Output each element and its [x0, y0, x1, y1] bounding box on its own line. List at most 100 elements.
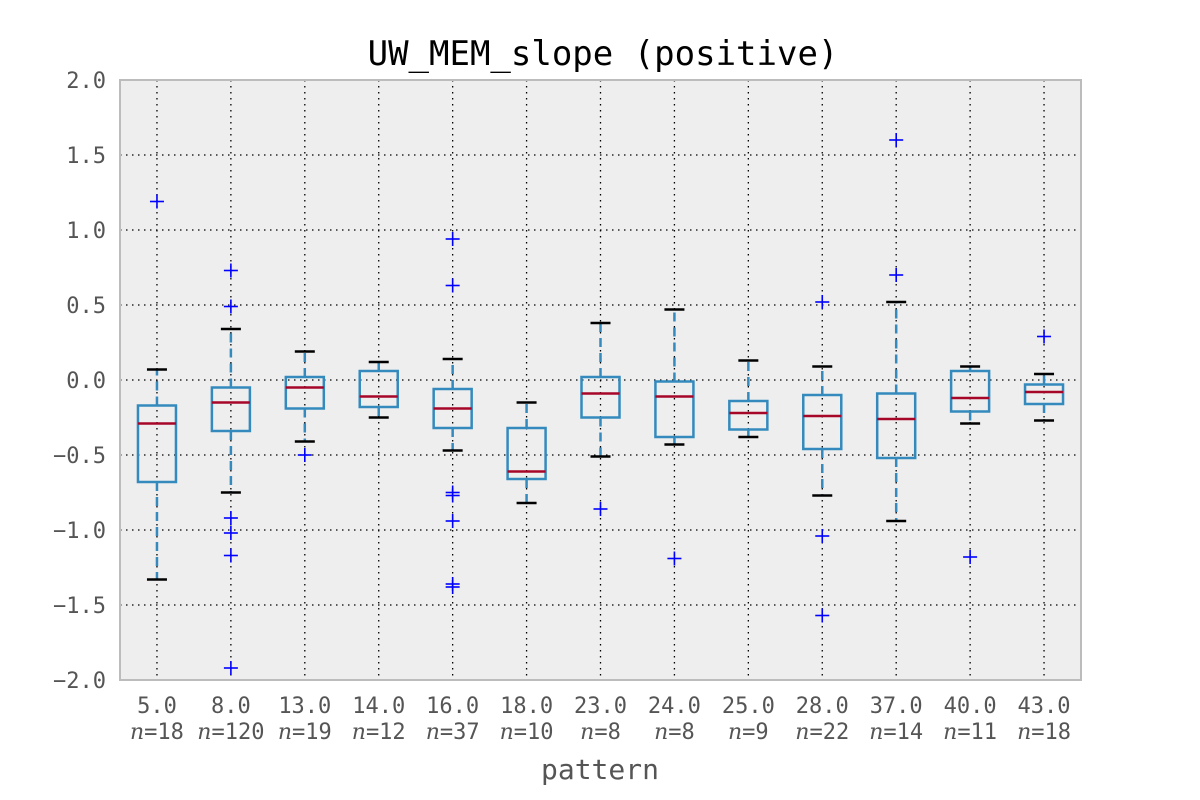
count-symbol: n	[1017, 720, 1031, 745]
x-tick-count: n=8	[654, 720, 695, 745]
box-group	[875, 133, 917, 523]
x-tick-label: 28.0	[796, 694, 849, 719]
box-iqr	[136, 404, 178, 484]
x-tick-count: n=9	[728, 720, 769, 745]
flier-point	[889, 133, 904, 147]
box-iqr	[949, 369, 991, 413]
box-group	[802, 295, 843, 623]
x-tick-label: 24.0	[648, 694, 701, 719]
flier-point	[445, 278, 460, 293]
box-iqr	[728, 399, 769, 431]
y-tick-label: −0.5	[53, 444, 106, 469]
count-value: =9	[742, 720, 769, 745]
count-symbol: n	[943, 720, 957, 745]
x-tick-label: 16.0	[426, 694, 479, 719]
box-iqr	[358, 369, 399, 409]
flier-point	[223, 263, 238, 278]
flier-point	[815, 608, 830, 623]
count-value: =11	[957, 720, 997, 745]
flier-point	[815, 295, 830, 309]
count-value: =12	[366, 720, 406, 745]
flier-point	[963, 550, 978, 564]
flier-point	[297, 448, 312, 462]
count-symbol: n	[130, 720, 144, 745]
box-group	[284, 350, 326, 462]
flier-point	[223, 526, 238, 540]
axis-layer: 2.01.51.00.50.0−0.5−1.0−1.5−2.05.0n=188.…	[53, 69, 1071, 745]
box-group	[506, 401, 547, 505]
count-value: =18	[1031, 720, 1071, 745]
flier-point	[223, 299, 238, 314]
count-value: =10	[514, 720, 554, 745]
x-tick-label: 23.0	[574, 694, 627, 719]
box-iqr	[1023, 383, 1065, 406]
box-group	[432, 232, 473, 594]
box-group	[1023, 329, 1065, 422]
flier-point	[445, 488, 460, 503]
box-group	[580, 321, 621, 516]
x-tick-count: n=18	[1017, 720, 1071, 745]
x-tick-count: n=37	[426, 720, 480, 745]
flier-point	[445, 232, 460, 246]
x-tick-label: 5.0	[137, 694, 177, 719]
x-tick-count: n=11	[943, 720, 997, 745]
flier-point	[667, 551, 682, 566]
box-group	[654, 308, 695, 566]
y-tick-label: 1.0	[66, 219, 106, 244]
box-iqr	[580, 375, 621, 419]
x-axis-label: pattern	[541, 753, 659, 786]
y-tick-label: 0.5	[66, 294, 106, 319]
x-tick-label: 43.0	[1018, 694, 1071, 719]
count-symbol: n	[278, 720, 292, 745]
count-value: =37	[440, 720, 480, 745]
flier-point	[149, 194, 164, 209]
count-symbol: n	[728, 720, 742, 745]
x-tick-label: 18.0	[500, 694, 553, 719]
box-group	[728, 359, 769, 439]
y-tick-label: 2.0	[66, 69, 106, 94]
count-symbol: n	[426, 720, 440, 745]
count-symbol: n	[795, 720, 809, 745]
box-layer	[136, 133, 1065, 675]
box-iqr	[875, 392, 917, 460]
x-tick-count: n=19	[278, 720, 332, 745]
x-tick-count: n=14	[869, 720, 923, 745]
count-symbol: n	[580, 720, 594, 745]
y-tick-label: −1.5	[53, 594, 106, 619]
x-tick-count: n=10	[500, 720, 554, 745]
count-value: =8	[668, 720, 695, 745]
count-value: =22	[809, 720, 849, 745]
count-value: =8	[594, 720, 621, 745]
flier-point	[815, 529, 830, 543]
box-group	[210, 263, 252, 675]
flier-point	[1037, 329, 1052, 344]
box-group	[136, 194, 178, 581]
flier-point	[889, 268, 904, 282]
box-group	[949, 365, 991, 564]
flier-point	[223, 661, 238, 675]
x-tick-count: n=22	[795, 720, 849, 745]
flier-point	[445, 514, 460, 528]
flier-point	[445, 580, 460, 594]
box-group	[358, 360, 399, 419]
x-tick-count: n=18	[130, 720, 184, 745]
box-iqr	[654, 380, 695, 439]
flier-point	[593, 502, 608, 516]
flier-point	[223, 511, 238, 525]
count-value: =14	[883, 720, 923, 745]
count-symbol: n	[869, 720, 883, 745]
plot-frame	[119, 79, 1082, 681]
count-symbol: n	[197, 720, 211, 745]
count-value: =18	[144, 720, 184, 745]
y-tick-label: 1.5	[66, 144, 106, 169]
box-iqr	[284, 375, 326, 410]
y-tick-label: −1.0	[53, 519, 106, 544]
count-symbol: n	[352, 720, 366, 745]
y-tick-label: −2.0	[53, 669, 106, 694]
x-tick-label: 13.0	[278, 694, 331, 719]
box-iqr	[210, 386, 252, 433]
y-tick-label: 0.0	[66, 369, 106, 394]
x-tick-label: 40.0	[944, 694, 997, 719]
